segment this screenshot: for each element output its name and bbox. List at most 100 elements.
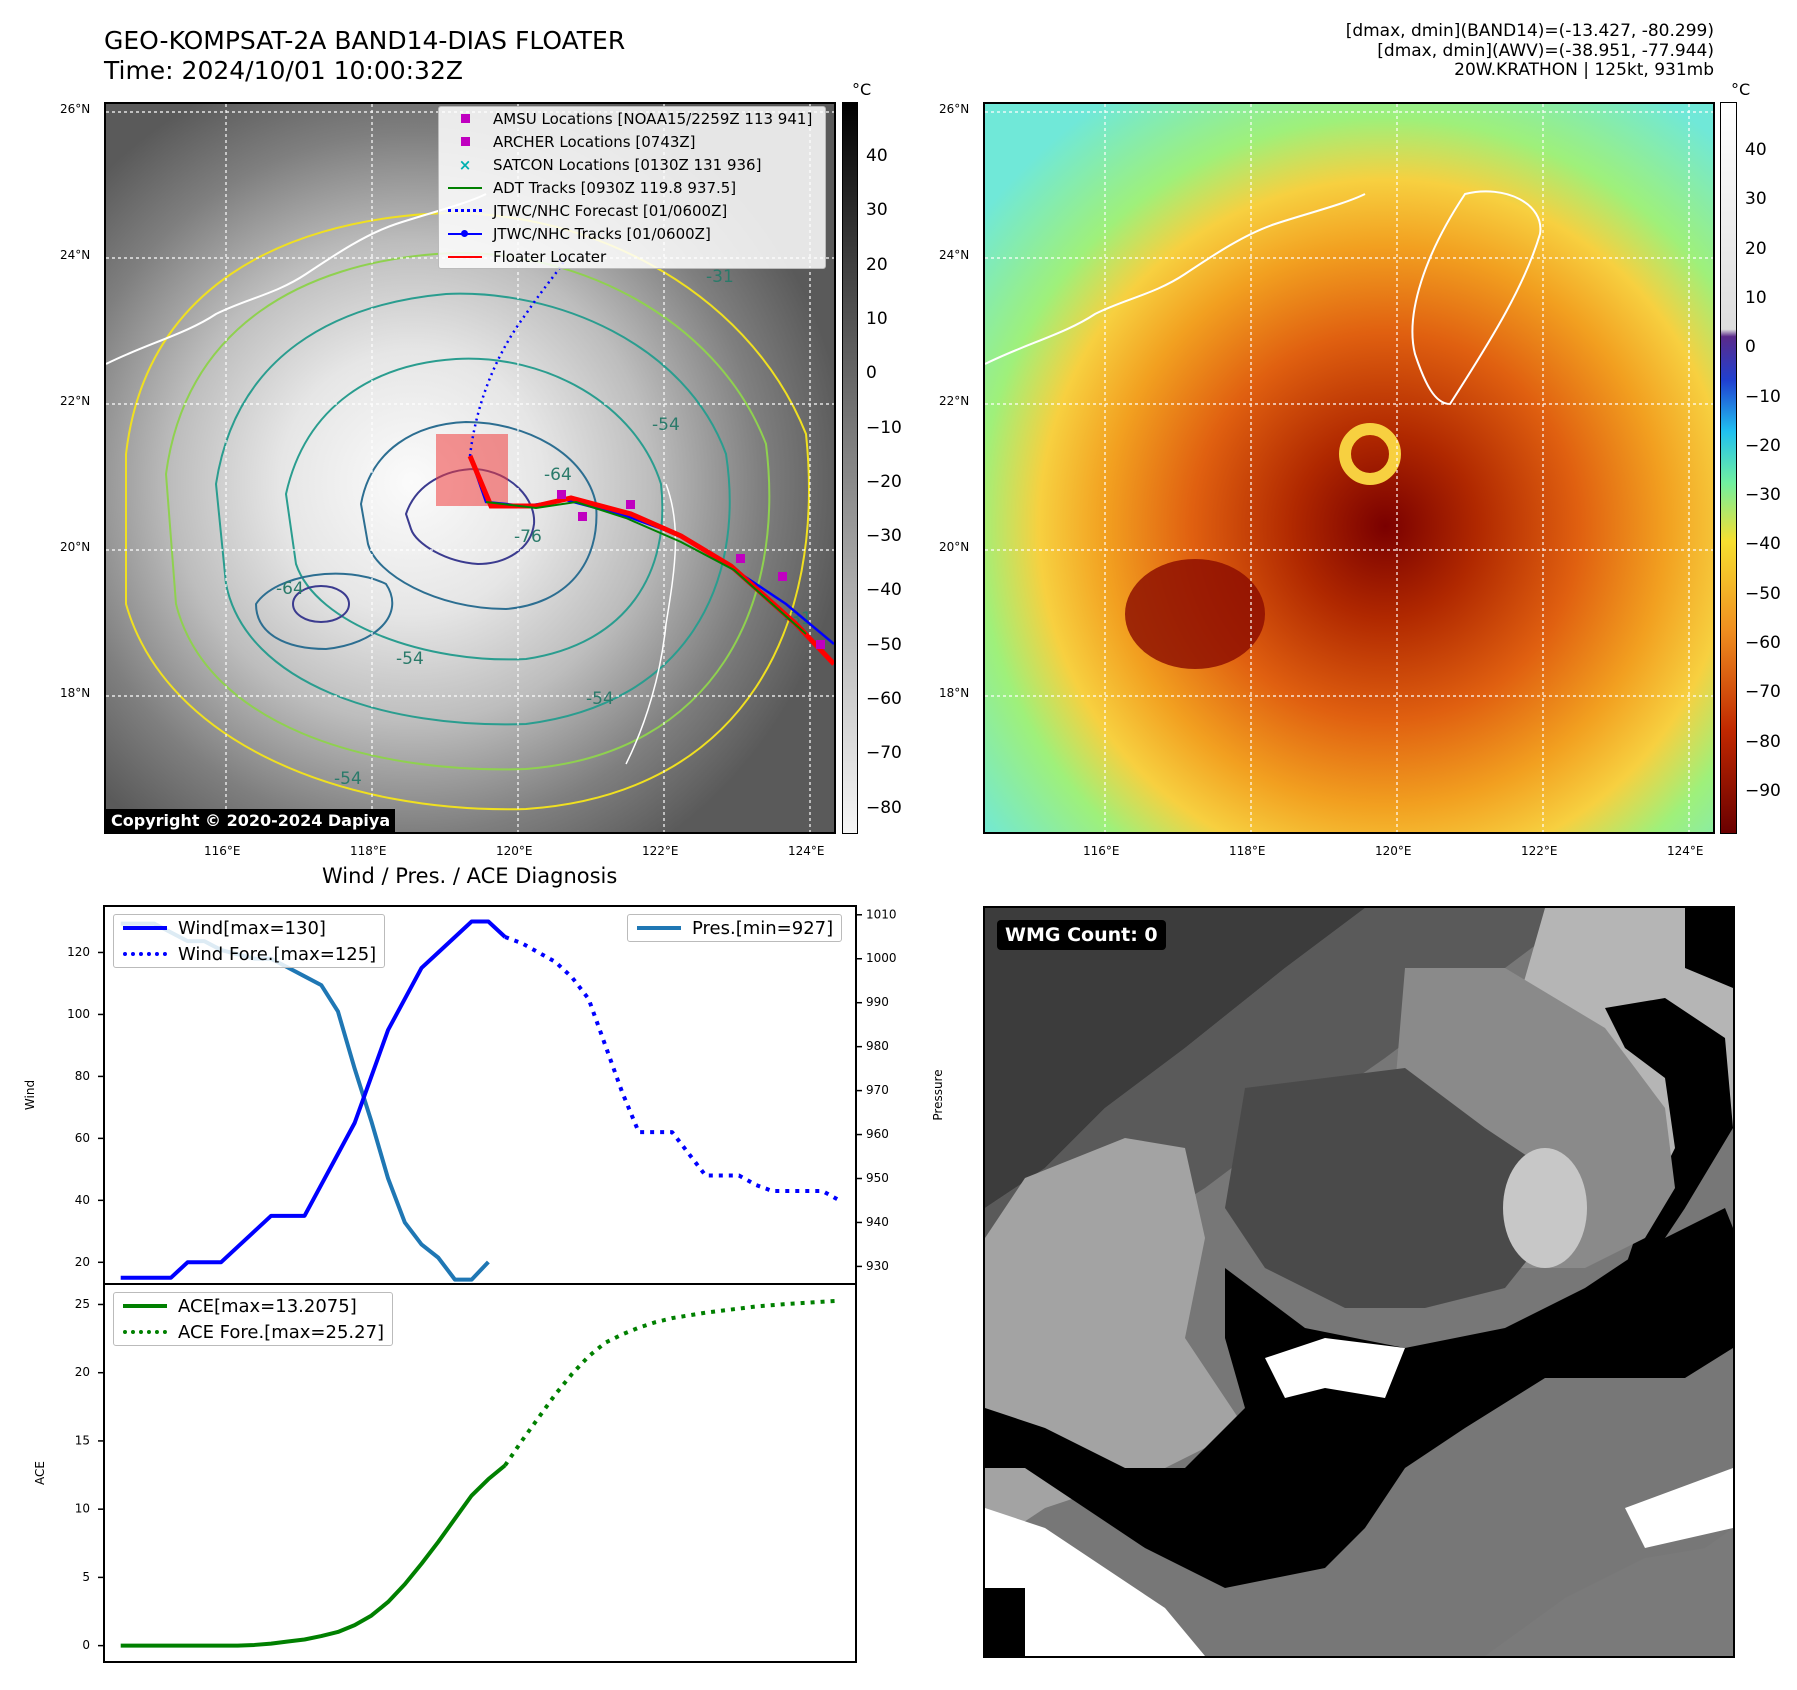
wind-tick-label: 100 [67,1007,90,1021]
colorbar-tick: 0 [866,363,877,384]
left-map-svg: -54 -64 -76 -31 -54 -54 -64 -31 -54 AMSU… [106,104,834,832]
wind-axis-label: Wind [23,1080,37,1110]
ace-tick-label: 20 [75,1365,90,1379]
copyright-label: Copyright © 2020-2024 Dapiya [106,809,396,832]
legend-item: ADT Tracks [0930Z 119.8 937.5] [439,176,825,199]
lon-label: 122°E [642,844,679,858]
pressure-tick-label: 940 [866,1215,889,1229]
lat-label: 18°N [939,686,970,700]
ace-legend: ACE[max=13.2075] ACE Fore.[max=25.27] [113,1292,394,1346]
contour-label: -64 [276,579,304,599]
lat-label: 22°N [939,394,970,408]
left-map-panel: -54 -64 -76 -31 -54 -54 -64 -31 -54 AMSU… [104,102,836,834]
legend-item: JTWC/NHC Tracks [01/0600Z] [439,222,825,245]
pressure-axis-label: Pressure [931,1069,945,1120]
lon-label: 116°E [1083,844,1120,858]
left-map-legend: AMSU Locations [NOAA15/2259Z 113 941] AR… [438,106,826,269]
legend-item: Wind Fore.[max=125] [114,941,384,967]
colorbar-tick: −40 [1745,534,1781,555]
pressure-tick-label: 1010 [866,907,897,921]
eye [1339,423,1401,485]
colorbar-tick: −70 [1745,682,1781,703]
colorbar-tick: −80 [1745,731,1781,752]
taiwan-outline [1411,190,1542,406]
colorbar-tick: 40 [866,146,888,166]
wind-axis: 120 100 80 60 40 20 [67,945,104,1269]
right-colorbar [1720,102,1737,834]
gridlines [985,104,1713,832]
info-block: [dmax, dmin](BAND14)=(-13.427, -80.299) … [1345,21,1714,81]
colorbar-tick: −90 [1745,780,1781,801]
wind-tick-label: 20 [75,1255,90,1269]
pressure-axis: 1010 1000 990 980 970 960 950 940 930 [856,907,897,1273]
colorbar-tick: 20 [1745,238,1767,259]
amsu-markers [557,490,825,649]
contour-label: -54 [334,769,362,789]
lon-label: 120°E [496,844,533,858]
ace-frame [103,1283,857,1663]
diagnosis-title: Wind / Pres. / ACE Diagnosis [322,864,618,888]
ace-series-line [120,1463,507,1648]
info-band14: [dmax, dmin](BAND14)=(-13.427, -80.299) [1345,21,1714,41]
ace-axis-label: ACE [33,1461,47,1485]
legend-item: Pres.[min=927] [628,915,841,941]
right-colorbar-unit: °C [1731,80,1751,99]
colorbar-tick: 20 [866,254,888,275]
left-colorbar-unit: °C [852,80,872,99]
colorbar-tick: 30 [1745,189,1767,210]
wind-forecast-series-line [504,935,841,1203]
ace-tick-label: 15 [75,1433,90,1447]
coastline [106,193,487,365]
ace-tick-label: 0 [82,1638,90,1652]
coastline-2 [625,483,677,765]
contour-label: -31 [784,609,812,629]
colorbar-tick: 0 [1745,337,1756,358]
pressure-tick-label: 1000 [866,951,897,965]
colorbar-tick: −40 [866,580,902,601]
lon-label: 122°E [1521,844,1558,858]
wind-tick-label: 120 [67,945,90,959]
legend-item: × SATCON Locations [0130Z 131 936] [458,155,762,174]
wmg-panel: WMG Count: 0 [983,906,1735,1658]
contour-label: -54 [586,689,614,709]
contour-label: -54 [396,649,424,669]
lon-label: 116°E [204,844,241,858]
contour-label: -64 [544,465,572,485]
lat-label: 24°N [60,248,91,262]
legend-item: ACE Fore.[max=25.27] [114,1319,392,1345]
wmg-image [985,908,1733,1656]
contours [125,212,810,811]
lat-label: 20°N [939,540,970,554]
pressure-tick-label: 960 [866,1127,889,1141]
colorbar-tick: −10 [866,417,902,438]
info-storm: 20W.KRATHON | 125kt, 931mb [1454,60,1714,80]
legend-item: AMSU Locations [NOAA15/2259Z 113 941] [439,107,825,130]
legend-item: ACE[max=13.2075] [114,1293,392,1319]
colorbar-tick: 10 [1745,287,1767,308]
wmg-count-label: WMG Count: 0 [997,920,1166,950]
wind-tick-label: 40 [75,1193,90,1207]
lat-label: 18°N [60,686,91,700]
lon-label: 124°E [1667,844,1704,858]
colorbar-tick: −10 [1745,386,1781,407]
ace-tick-label: 25 [75,1297,90,1311]
lon-label: 118°E [350,844,387,858]
ace-tick-label: 5 [82,1570,90,1584]
coastline [985,193,1366,365]
cold-cloud [1125,559,1265,669]
right-map-panel [983,102,1715,834]
lat-label: 20°N [60,540,91,554]
colorbar-tick: 40 [1745,140,1767,160]
lon-label: 118°E [1229,844,1266,858]
floater-box [436,434,508,506]
chart-title: GEO-KOMPSAT-2A BAND14-DIAS FLOATER [104,26,626,55]
contour-label: -31 [706,267,734,287]
wind-series-line [120,919,507,1280]
pressure-tick-label: 950 [866,1171,889,1185]
lat-label: 26°N [60,102,91,116]
info-awv: [dmax, dmin](AWV)=(-38.951, -77.944) [1377,40,1714,61]
pressure-tick-label: 970 [866,1083,889,1097]
contour-label: -54 [652,415,680,435]
ace-tick-label: 10 [75,1502,90,1516]
